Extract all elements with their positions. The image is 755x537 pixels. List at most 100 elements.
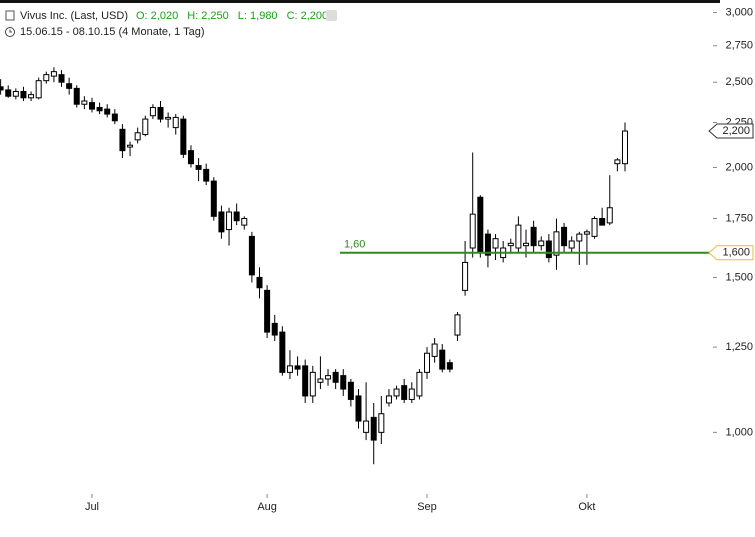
- candle-body: [583, 231, 590, 235]
- y-tick-label: 2,000: [725, 161, 753, 173]
- candle-body: [180, 118, 187, 155]
- candle-body: [416, 371, 423, 397]
- candle-body: [35, 80, 42, 99]
- y-tick-label: 2,750: [725, 40, 753, 52]
- y-tick-label: 1,500: [725, 271, 753, 283]
- candle-body: [104, 108, 111, 115]
- candle-body: [424, 352, 431, 373]
- clock-icon: [5, 27, 15, 37]
- candle-body: [561, 226, 568, 247]
- candle-body: [96, 106, 103, 112]
- candle-body: [515, 224, 522, 249]
- candle-body: [621, 130, 628, 165]
- candle-body: [187, 150, 194, 165]
- candle-body: [530, 226, 537, 247]
- candle-body: [332, 371, 339, 383]
- candle-body: [203, 168, 210, 182]
- toggle-icon[interactable]: [5, 10, 15, 21]
- candle-body: [363, 420, 370, 433]
- candle-body: [317, 378, 324, 383]
- candle-body: [439, 349, 446, 370]
- y-tick-label: 2,500: [725, 76, 753, 88]
- candle-body: [393, 388, 400, 397]
- x-tick-label: Jul: [85, 501, 99, 513]
- candle-body: [279, 331, 286, 373]
- candle-body: [195, 165, 202, 170]
- candle-body: [111, 113, 118, 122]
- candle-body: [226, 211, 233, 231]
- candle-body: [12, 90, 19, 97]
- ohlc-values: O: 2,020 H: 2,250 L: 1,980 C: 2,200: [136, 10, 328, 22]
- candle-body: [302, 365, 309, 397]
- candle-body: [408, 388, 415, 400]
- candle-body: [172, 116, 179, 129]
- ohlc-value: L: 1,980: [238, 10, 278, 22]
- candle-body: [309, 371, 316, 397]
- clock-hands: [9, 29, 12, 33]
- candle-body: [591, 218, 598, 237]
- candle-body: [157, 106, 164, 120]
- candle-body: [462, 261, 469, 291]
- x-tick-label: Okt: [578, 501, 595, 513]
- candle-body: [484, 233, 491, 256]
- candle-body: [241, 218, 248, 226]
- candle-body: [294, 365, 301, 370]
- ohlc-value: C: 2,200: [287, 10, 329, 22]
- candle-body: [127, 144, 134, 148]
- candle-body: [523, 242, 530, 247]
- line-price-tag-shape: [708, 245, 754, 261]
- candle-body: [165, 116, 172, 120]
- candle-body: [553, 231, 560, 256]
- candle-body: [469, 213, 476, 249]
- candle-body: [66, 83, 73, 89]
- last-price-tag-shape: [708, 123, 754, 139]
- candle-body: [370, 416, 377, 441]
- ohlc-value: H: 2,250: [187, 10, 229, 22]
- candle-body: [385, 395, 392, 404]
- candle-body: [538, 240, 545, 247]
- candle-body: [50, 71, 57, 77]
- candle-body: [5, 89, 12, 97]
- candle-body: [248, 235, 255, 276]
- candle-body: [256, 276, 263, 289]
- candle-body: [401, 385, 408, 400]
- date-range: 15.06.15 - 08.10.15 (4 Monate, 1 Tag): [20, 26, 204, 38]
- x-tick-label: Sep: [417, 501, 437, 513]
- candle-body: [142, 118, 149, 136]
- candle-body: [43, 74, 50, 82]
- candle-body: [119, 128, 126, 152]
- candle-body: [431, 343, 438, 357]
- candle-body: [492, 238, 499, 249]
- candle-body: [271, 322, 278, 336]
- candle-body: [286, 365, 293, 373]
- x-tick-label: Aug: [257, 501, 277, 513]
- candle-body: [614, 159, 621, 165]
- candle-body: [355, 395, 362, 422]
- candle-body: [28, 94, 35, 99]
- candle-body: [568, 240, 575, 249]
- candle-body: [81, 100, 88, 105]
- candle-body: [0, 86, 4, 91]
- candle-body: [73, 87, 80, 105]
- candle-body: [218, 211, 225, 233]
- candle-body: [606, 207, 613, 224]
- top-border: [0, 0, 720, 3]
- candle-body: [134, 132, 141, 141]
- candle-body: [454, 314, 461, 336]
- candle-body: [88, 102, 95, 110]
- y-tick-label: 1,250: [725, 341, 753, 353]
- candle-body: [446, 362, 453, 370]
- settings-icon[interactable]: [326, 10, 337, 21]
- candle-body: [233, 211, 240, 222]
- candle-body: [545, 240, 552, 259]
- candle-body: [20, 90, 27, 99]
- candle-body: [264, 289, 271, 333]
- candle-body: [599, 218, 606, 226]
- candle-body: [507, 242, 514, 247]
- y-tick-label: 1,750: [725, 212, 753, 224]
- candle-body: [576, 233, 583, 242]
- candle-body: [378, 413, 385, 433]
- candle-body: [477, 196, 484, 254]
